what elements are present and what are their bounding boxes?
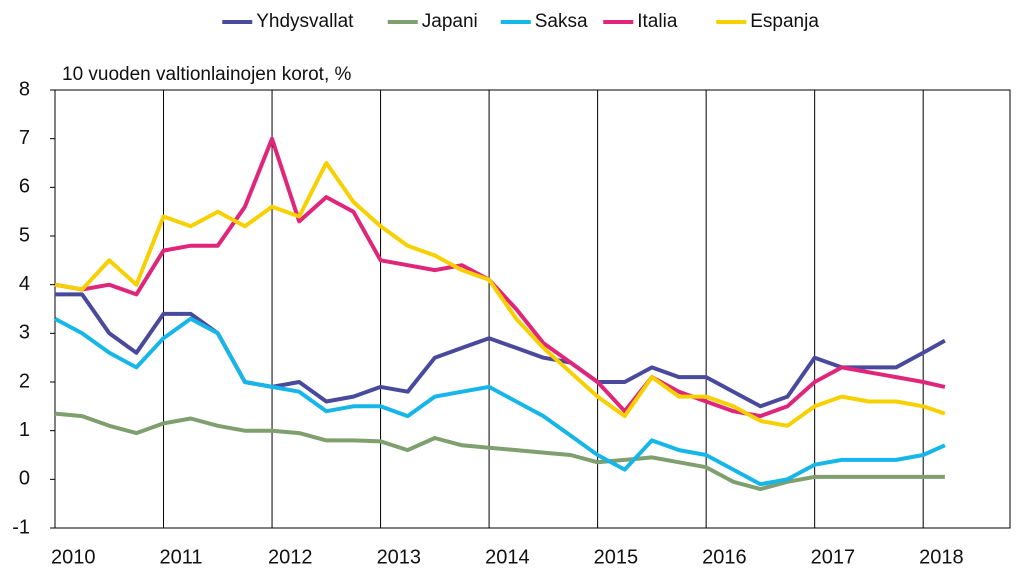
x-tick-label: 2015 (594, 546, 639, 568)
y-tick-label: 8 (19, 78, 30, 100)
line-series (54, 161, 946, 428)
line-series (55, 292, 946, 409)
x-tick-label: 2013 (377, 546, 422, 568)
legend-label: Japani (422, 11, 478, 32)
y-tick-label: 4 (19, 273, 30, 295)
line-series (54, 136, 946, 419)
plot-frame (54, 89, 1011, 529)
y-tick-label: 7 (19, 127, 30, 149)
x-tick-label: 2012 (268, 546, 313, 568)
y-tick-label: 5 (19, 224, 30, 246)
y-tick-label: -1 (12, 516, 30, 538)
y-tick-label: 3 (19, 322, 30, 344)
x-tick-label: 2011 (160, 546, 203, 568)
legend-label: Yhdysvallat (256, 11, 354, 32)
y-tick-label: 6 (19, 176, 30, 198)
legend-label: Espanja (750, 11, 819, 32)
y-tick-label: 1 (19, 419, 30, 441)
x-tick-label: 2010 (51, 546, 96, 568)
legend-label: Saksa (535, 11, 588, 32)
line-series (54, 411, 945, 492)
y-tick-label: 2 (19, 370, 30, 392)
x-tick-label: 2014 (485, 546, 530, 568)
y-axis-label: 10 vuoden valtionlainojen korot, % (62, 64, 352, 85)
x-tick-label: 2018 (919, 546, 964, 568)
legend-label: Italia (637, 11, 678, 32)
x-tick-label: 2016 (702, 546, 747, 568)
y-tick-label: 0 (19, 468, 30, 490)
line-series (54, 316, 946, 487)
x-tick-label: 2017 (811, 546, 856, 568)
